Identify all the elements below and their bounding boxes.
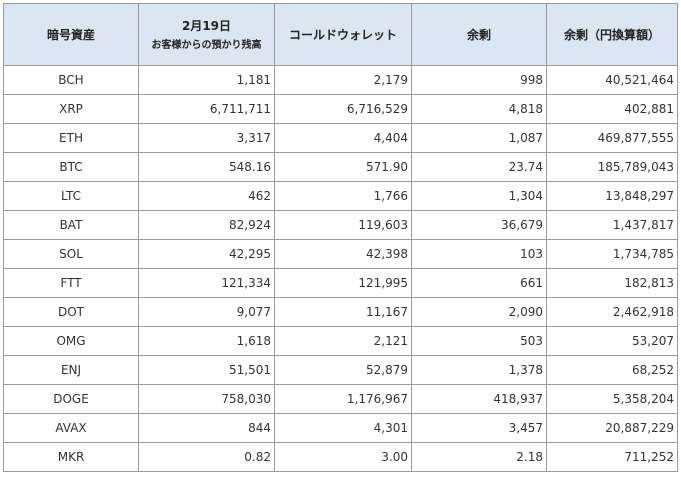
asset-cell: ETH xyxy=(3,123,139,153)
table-row: ENJ 51,501 52,879 1,378 68,252 xyxy=(3,355,678,385)
asset-cell: SOL xyxy=(3,239,139,269)
surplus-yen-cell: 2,462,918 xyxy=(546,297,678,327)
surplus-cell: 1,304 xyxy=(411,181,547,211)
surplus-yen-cell: 53,207 xyxy=(546,326,678,356)
table-body: BCH 1,181 2,179 998 40,521,464 XRP 6,711,711 6,… xyxy=(3,65,678,472)
customer-deposit-cell: 42,295 xyxy=(138,239,275,269)
table-header: 暗号資産 2月19日 お客様からの預かり残高 コールドウォレット 余剰 余剰（円… xyxy=(3,3,678,66)
table-row: ETH 3,317 4,404 1,087 469,877,555 xyxy=(3,123,678,153)
table-row: DOT 9,077 11,167 2,090 2,462,918 xyxy=(3,297,678,327)
table-row: BCH 1,181 2,179 998 40,521,464 xyxy=(3,65,678,95)
surplus-cell: 998 xyxy=(411,65,547,95)
surplus-yen-cell: 5,358,204 xyxy=(546,384,678,414)
header-date: 2月19日 xyxy=(181,18,232,33)
surplus-cell: 36,679 xyxy=(411,210,547,240)
surplus-cell: 2,090 xyxy=(411,297,547,327)
table-row: LTC 462 1,766 1,304 13,848,297 xyxy=(3,181,678,211)
cold-wallet-cell: 571.90 xyxy=(274,152,412,182)
cold-wallet-cell: 4,301 xyxy=(274,413,412,443)
header-customer-deposit-label: お客様からの預かり残高 xyxy=(151,39,262,51)
customer-deposit-cell: 121,334 xyxy=(138,268,275,298)
customer-deposit-cell: 844 xyxy=(138,413,275,443)
surplus-cell: 103 xyxy=(411,239,547,269)
customer-deposit-cell: 0.82 xyxy=(138,442,275,472)
table-row: XRP 6,711,711 6,716,529 4,818 402,881 xyxy=(3,94,678,124)
cold-wallet-cell: 6,716,529 xyxy=(274,94,412,124)
surplus-yen-cell: 185,789,043 xyxy=(546,152,678,182)
customer-deposit-cell: 51,501 xyxy=(138,355,275,385)
surplus-cell: 1,378 xyxy=(411,355,547,385)
cold-wallet-cell: 2,179 xyxy=(274,65,412,95)
cold-wallet-cell: 119,603 xyxy=(274,210,412,240)
cold-wallet-cell: 1,176,967 xyxy=(274,384,412,414)
surplus-cell: 3,457 xyxy=(411,413,547,443)
customer-deposit-cell: 9,077 xyxy=(138,297,275,327)
asset-cell: XRP xyxy=(3,94,139,124)
table-row: DOGE 758,030 1,176,967 418,937 5,358,204 xyxy=(3,384,678,414)
asset-cell: BCH xyxy=(3,65,139,95)
table-row: MKR 0.82 3.00 2.18 711,252 xyxy=(3,442,678,472)
asset-cell: MKR xyxy=(3,442,139,472)
asset-cell: FTT xyxy=(3,268,139,298)
table-row: SOL 42,295 42,398 103 1,734,785 xyxy=(3,239,678,269)
customer-deposit-cell: 3,317 xyxy=(138,123,275,153)
cold-wallet-cell: 11,167 xyxy=(274,297,412,327)
table-row: AVAX 844 4,301 3,457 20,887,229 xyxy=(3,413,678,443)
cold-wallet-cell: 4,404 xyxy=(274,123,412,153)
customer-deposit-cell: 462 xyxy=(138,181,275,211)
table-row: BAT 82,924 119,603 36,679 1,437,817 xyxy=(3,210,678,240)
asset-cell: ENJ xyxy=(3,355,139,385)
customer-deposit-cell: 1,618 xyxy=(138,326,275,356)
asset-cell: BTC xyxy=(3,152,139,182)
surplus-cell: 23.74 xyxy=(411,152,547,182)
asset-cell: LTC xyxy=(3,181,139,211)
surplus-yen-cell: 13,848,297 xyxy=(546,181,678,211)
asset-cell: DOT xyxy=(3,297,139,327)
table-row: FTT 121,334 121,995 661 182,813 xyxy=(3,268,678,298)
surplus-yen-cell: 182,813 xyxy=(546,268,678,298)
reserve-table: 暗号資産 2月19日 お客様からの預かり残高 コールドウォレット 余剰 余剰（円… xyxy=(3,3,678,472)
surplus-cell: 418,937 xyxy=(411,384,547,414)
surplus-cell: 503 xyxy=(411,326,547,356)
header-surplus-yen: 余剰（円換算額） xyxy=(546,3,678,66)
header-asset: 暗号資産 xyxy=(3,3,139,66)
table-row: BTC 548.16 571.90 23.74 185,789,043 xyxy=(3,152,678,182)
cold-wallet-cell: 2,121 xyxy=(274,326,412,356)
cold-wallet-cell: 52,879 xyxy=(274,355,412,385)
surplus-cell: 4,818 xyxy=(411,94,547,124)
customer-deposit-cell: 758,030 xyxy=(138,384,275,414)
header-cold-wallet: コールドウォレット xyxy=(274,3,412,66)
surplus-yen-cell: 1,734,785 xyxy=(546,239,678,269)
surplus-cell: 2.18 xyxy=(411,442,547,472)
table-row: OMG 1,618 2,121 503 53,207 xyxy=(3,326,678,356)
surplus-yen-cell: 68,252 xyxy=(546,355,678,385)
cold-wallet-cell: 42,398 xyxy=(274,239,412,269)
customer-deposit-cell: 82,924 xyxy=(138,210,275,240)
surplus-cell: 1,087 xyxy=(411,123,547,153)
surplus-yen-cell: 469,877,555 xyxy=(546,123,678,153)
customer-deposit-cell: 6,711,711 xyxy=(138,94,275,124)
customer-deposit-cell: 1,181 xyxy=(138,65,275,95)
surplus-yen-cell: 711,252 xyxy=(546,442,678,472)
header-customer-deposit: 2月19日 お客様からの預かり残高 xyxy=(138,3,275,66)
cold-wallet-cell: 3.00 xyxy=(274,442,412,472)
cold-wallet-cell: 121,995 xyxy=(274,268,412,298)
asset-cell: BAT xyxy=(3,210,139,240)
surplus-yen-cell: 20,887,229 xyxy=(546,413,678,443)
surplus-yen-cell: 402,881 xyxy=(546,94,678,124)
header-row: 暗号資産 2月19日 お客様からの預かり残高 コールドウォレット 余剰 余剰（円… xyxy=(3,3,678,66)
cold-wallet-cell: 1,766 xyxy=(274,181,412,211)
header-surplus: 余剰 xyxy=(411,3,547,66)
customer-deposit-cell: 548.16 xyxy=(138,152,275,182)
asset-cell: DOGE xyxy=(3,384,139,414)
surplus-yen-cell: 40,521,464 xyxy=(546,65,678,95)
surplus-yen-cell: 1,437,817 xyxy=(546,210,678,240)
asset-cell: OMG xyxy=(3,326,139,356)
surplus-cell: 661 xyxy=(411,268,547,298)
asset-cell: AVAX xyxy=(3,413,139,443)
